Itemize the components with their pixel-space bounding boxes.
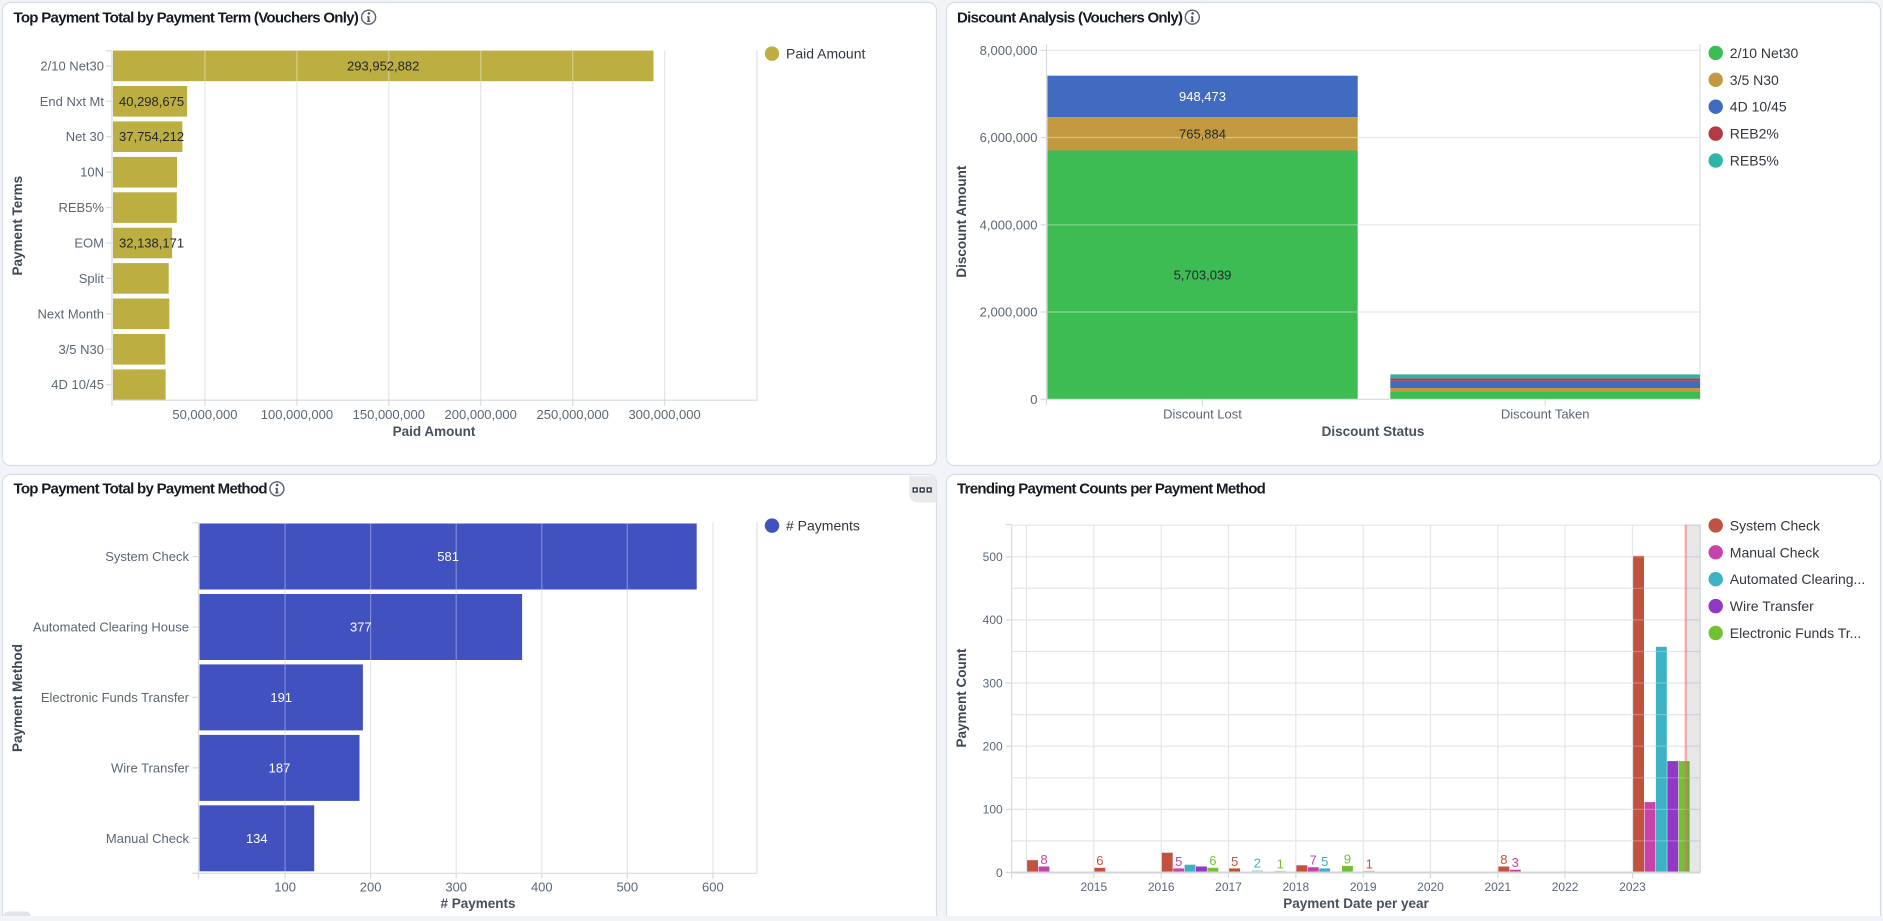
svg-text:5,703,039: 5,703,039	[1174, 267, 1232, 282]
svg-text:377: 377	[350, 620, 372, 635]
svg-text:300: 300	[983, 676, 1003, 690]
svg-text:191: 191	[270, 690, 292, 705]
svg-text:Wire Transfer: Wire Transfer	[1730, 598, 1814, 614]
svg-text:Top Payment Total by Payment M: Top Payment Total by Payment Method	[14, 481, 268, 498]
svg-text:Payment Method: Payment Method	[10, 644, 25, 752]
svg-text:50,000,000: 50,000,000	[172, 407, 237, 422]
svg-text:End Nxt Mt: End Nxt Mt	[40, 94, 105, 109]
svg-text:500: 500	[616, 880, 638, 895]
svg-text:4,000,000: 4,000,000	[980, 217, 1038, 232]
svg-text:134: 134	[246, 831, 268, 846]
svg-text:2016: 2016	[1148, 880, 1175, 894]
svg-text:400: 400	[983, 613, 1003, 627]
svg-text:REB2%: REB2%	[1730, 126, 1779, 142]
svg-text:Payment Terms: Payment Terms	[10, 176, 25, 276]
svg-text:3/5 N30: 3/5 N30	[1730, 72, 1779, 88]
svg-text:2022: 2022	[1552, 880, 1579, 894]
svg-text:250,000,000: 250,000,000	[537, 407, 609, 422]
svg-text:2/10 Net30: 2/10 Net30	[1730, 45, 1799, 61]
svg-text:REB5%: REB5%	[1730, 153, 1779, 169]
svg-text:Paid Amount: Paid Amount	[786, 46, 865, 62]
svg-text:8: 8	[1040, 852, 1047, 867]
svg-text:Automated Clearing House: Automated Clearing House	[33, 620, 189, 635]
svg-text:# Payments: # Payments	[786, 518, 860, 534]
svg-text:581: 581	[437, 549, 459, 564]
svg-text:100: 100	[274, 880, 296, 895]
svg-text:10N: 10N	[80, 165, 104, 180]
svg-text:4D 10/45: 4D 10/45	[1730, 99, 1787, 115]
svg-text:Net 30: Net 30	[66, 129, 104, 144]
svg-text:293,952,882: 293,952,882	[347, 58, 419, 73]
svg-text:7: 7	[1310, 853, 1317, 868]
svg-text:Manual Check: Manual Check	[106, 831, 190, 846]
svg-text:2021: 2021	[1484, 880, 1511, 894]
svg-text:Discount Amount: Discount Amount	[954, 165, 969, 277]
svg-text:6,000,000: 6,000,000	[980, 130, 1038, 145]
svg-text:System Check: System Check	[1730, 517, 1821, 533]
svg-text:5: 5	[1175, 854, 1182, 869]
svg-text:0: 0	[996, 866, 1003, 880]
svg-text:REB5%: REB5%	[58, 200, 104, 215]
svg-text:Next Month: Next Month	[38, 306, 104, 321]
svg-text:3: 3	[1512, 855, 1519, 870]
svg-text:200: 200	[983, 740, 1003, 754]
svg-text:Electronic Funds Tr...: Electronic Funds Tr...	[1730, 625, 1862, 641]
svg-text:2: 2	[1254, 856, 1261, 871]
svg-text:948,473: 948,473	[1179, 89, 1226, 104]
svg-text:200: 200	[360, 880, 382, 895]
svg-text:150,000,000: 150,000,000	[353, 407, 425, 422]
svg-text:Manual Check: Manual Check	[1730, 544, 1820, 560]
svg-text:9: 9	[1344, 851, 1351, 866]
svg-text:300: 300	[445, 880, 467, 895]
svg-text:Automated Clearing...: Automated Clearing...	[1730, 571, 1865, 587]
svg-text:System Check: System Check	[105, 549, 189, 564]
svg-text:2015: 2015	[1080, 880, 1107, 894]
svg-text:Discount Status: Discount Status	[1322, 424, 1425, 439]
svg-text:40,298,675: 40,298,675	[119, 94, 184, 109]
svg-text:2018: 2018	[1282, 880, 1309, 894]
svg-text:Discount Taken: Discount Taken	[1501, 407, 1590, 422]
svg-text:0: 0	[1030, 392, 1037, 407]
svg-text:300,000,000: 300,000,000	[628, 407, 700, 422]
svg-text:6: 6	[1096, 853, 1103, 868]
svg-text:Wire Transfer: Wire Transfer	[111, 760, 190, 775]
svg-text:100: 100	[983, 803, 1003, 817]
svg-text:Electronic Funds Transfer: Electronic Funds Transfer	[41, 690, 190, 705]
svg-text:765,884: 765,884	[1179, 126, 1226, 141]
svg-text:Top Payment Total by Payment T: Top Payment Total by Payment Term (Vouch…	[14, 10, 359, 27]
svg-text:500: 500	[983, 550, 1003, 564]
svg-text:600: 600	[702, 880, 724, 895]
svg-text:Split: Split	[79, 271, 105, 286]
svg-text:6: 6	[1209, 853, 1216, 868]
svg-text:200,000,000: 200,000,000	[445, 407, 517, 422]
svg-text:3/5 N30: 3/5 N30	[58, 342, 104, 357]
svg-text:Trending Payment Counts per Pa: Trending Payment Counts per Payment Meth…	[957, 481, 1266, 498]
svg-text:5: 5	[1321, 854, 1328, 869]
svg-text:EOM: EOM	[74, 236, 104, 251]
svg-text:2,000,000: 2,000,000	[980, 305, 1038, 320]
svg-text:2019: 2019	[1350, 880, 1377, 894]
svg-text:Payment Count: Payment Count	[954, 648, 969, 748]
svg-text:2/10 Net30: 2/10 Net30	[40, 58, 104, 73]
svg-text:1: 1	[1366, 856, 1373, 871]
svg-text:187: 187	[269, 760, 291, 775]
svg-text:2017: 2017	[1215, 880, 1242, 894]
svg-text:Payment Date per year: Payment Date per year	[1283, 896, 1429, 911]
svg-text:8: 8	[1500, 852, 1507, 867]
svg-text:Paid Amount: Paid Amount	[393, 424, 476, 439]
svg-text:37,754,212: 37,754,212	[119, 129, 184, 144]
svg-text:5: 5	[1231, 854, 1238, 869]
svg-text:2023: 2023	[1619, 880, 1646, 894]
svg-text:400: 400	[531, 880, 553, 895]
svg-text:Discount Analysis (Vouchers On: Discount Analysis (Vouchers Only)	[957, 10, 1183, 27]
svg-text:100,000,000: 100,000,000	[261, 407, 333, 422]
svg-text:2020: 2020	[1417, 880, 1444, 894]
svg-text:Discount Lost: Discount Lost	[1163, 407, 1242, 422]
svg-text:# Payments: # Payments	[440, 896, 515, 911]
svg-text:4D 10/45: 4D 10/45	[51, 377, 104, 392]
svg-text:8,000,000: 8,000,000	[980, 43, 1038, 58]
svg-text:32,138,171: 32,138,171	[119, 236, 184, 251]
svg-text:1: 1	[1277, 856, 1284, 871]
